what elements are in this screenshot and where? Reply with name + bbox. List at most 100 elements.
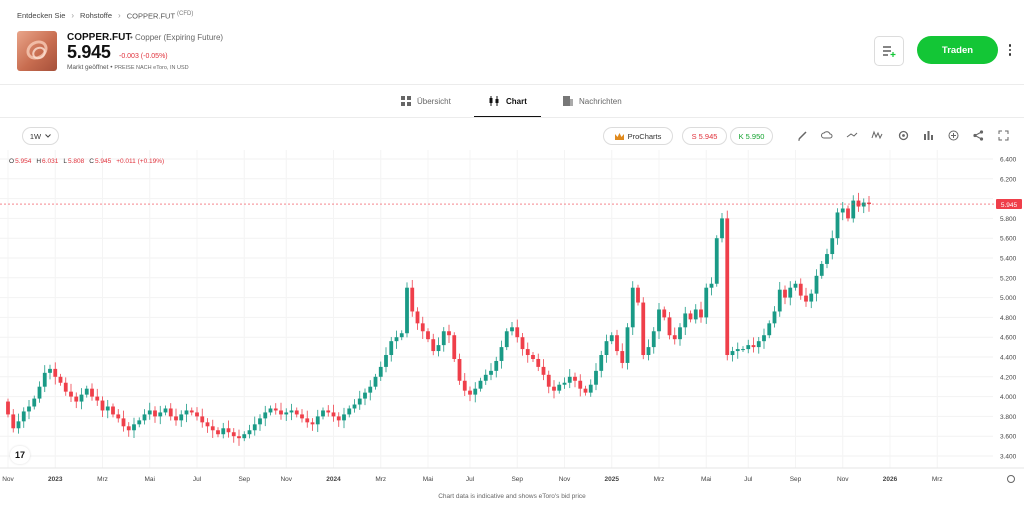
- candle: [126, 426, 131, 431]
- cloud-icon[interactable]: [820, 128, 834, 142]
- candle: [95, 396, 100, 401]
- candle: [200, 416, 205, 423]
- candle: [216, 430, 220, 435]
- indicators-icon[interactable]: [870, 128, 884, 142]
- procharts-button[interactable]: ProCharts: [603, 127, 673, 145]
- candle: [226, 428, 231, 433]
- candle: [158, 412, 163, 417]
- candle: [399, 333, 404, 338]
- candle: [384, 355, 388, 367]
- interval-select[interactable]: 1W: [22, 127, 59, 145]
- candle: [168, 408, 173, 417]
- candle: [153, 410, 157, 417]
- ohlc-change: +0.011 (+0.19%): [116, 158, 165, 165]
- candle: [426, 331, 430, 340]
- trade-button[interactable]: Traden: [917, 36, 998, 64]
- candle: [48, 368, 52, 373]
- candle: [205, 422, 210, 427]
- candle: [90, 388, 94, 397]
- candle: [651, 331, 656, 348]
- candle: [137, 420, 142, 425]
- candle: [578, 380, 583, 389]
- candle: [42, 372, 47, 387]
- candle: [321, 410, 325, 417]
- ohlc-readout: O 5.954 H 6.031 L 5.808 C 5.945 +0.011 (+0.1…: [9, 158, 165, 165]
- breadcrumb-explore[interactable]: Entdecken Sie: [17, 11, 66, 21]
- x-tick-label: Jul: [193, 476, 202, 483]
- market-status: Markt geöffnet • PREISE NACH eToro, IN U…: [67, 64, 189, 71]
- candle: [415, 311, 420, 324]
- candle: [788, 287, 793, 298]
- share-icon[interactable]: [971, 128, 985, 142]
- line-icon[interactable]: [845, 128, 859, 142]
- ohlc-close: 5.945: [94, 158, 112, 165]
- candle: [284, 412, 289, 415]
- candle: [142, 414, 147, 421]
- cfd-tag: (CFD): [176, 11, 194, 17]
- candle: [688, 313, 693, 320]
- sell-button[interactable]: S 5.945: [682, 127, 727, 145]
- candle: [856, 200, 861, 207]
- candle: [436, 345, 441, 352]
- candle: [725, 218, 730, 356]
- candle: [116, 414, 121, 419]
- candle: [804, 295, 808, 302]
- candle: [242, 434, 247, 439]
- buy-button[interactable]: K 5.950: [730, 127, 773, 145]
- candle: [410, 287, 415, 312]
- tab-bar: Übersicht Chart Nachrichten: [0, 85, 1024, 117]
- tradingview-logo-icon[interactable]: 17: [10, 446, 30, 464]
- candle: [389, 341, 394, 356]
- breadcrumb-commodities[interactable]: Rohstoffe: [80, 11, 113, 21]
- candle: [74, 396, 79, 402]
- grid-icon: [401, 96, 411, 106]
- candle: [678, 327, 682, 340]
- candle: [772, 311, 777, 324]
- x-tick-label: 2023: [48, 476, 63, 483]
- candle: [510, 327, 514, 332]
- watchlist-button[interactable]: [874, 36, 904, 66]
- bars-icon[interactable]: [921, 128, 935, 142]
- candle: [357, 398, 362, 405]
- y-tick-label: 4.200: [1000, 374, 1017, 381]
- pencil-icon[interactable]: [795, 128, 809, 142]
- tab-overview[interactable]: Übersicht: [401, 85, 451, 117]
- candle: [620, 351, 625, 363]
- candle: [683, 313, 688, 328]
- candle: [105, 406, 110, 411]
- tab-news[interactable]: Nachrichten: [563, 85, 622, 117]
- chevron-right-icon: ›: [71, 11, 75, 21]
- candle: [783, 289, 787, 298]
- candle: [468, 390, 472, 395]
- y-tick-label: 5.000: [1000, 295, 1017, 302]
- x-tick-label: Sep: [238, 476, 250, 483]
- candle: [615, 335, 619, 352]
- candle: [305, 418, 310, 423]
- procharts-label: ProCharts: [627, 131, 662, 141]
- more-options-icon[interactable]: [1004, 40, 1016, 60]
- candle: [499, 347, 504, 361]
- candle: [347, 408, 352, 415]
- y-tick-label: 3.400: [1000, 454, 1017, 461]
- candle: [609, 335, 614, 342]
- tab-chart[interactable]: Chart: [489, 85, 527, 117]
- plus-circle-icon[interactable]: [946, 128, 960, 142]
- candle: [751, 345, 756, 348]
- candle: [625, 327, 630, 363]
- candle: [630, 287, 635, 328]
- candle: [431, 339, 436, 352]
- settings-icon[interactable]: [896, 128, 910, 142]
- candle: [494, 360, 499, 371]
- current-price: 5.945: [67, 42, 111, 62]
- fullscreen-icon[interactable]: [996, 128, 1010, 142]
- candle: [405, 287, 409, 334]
- candle: [457, 358, 462, 381]
- candle: [58, 376, 63, 383]
- candle: [672, 335, 677, 340]
- price-chart[interactable]: 5.945 6.400 6.200 5.800 5.600 5.400 5.200 5.000…: [0, 150, 1024, 493]
- y-tick-label: 5.400: [1000, 256, 1017, 263]
- ohlc-low: 5.808: [67, 158, 85, 165]
- candle: [840, 208, 845, 213]
- candle: [531, 355, 535, 359]
